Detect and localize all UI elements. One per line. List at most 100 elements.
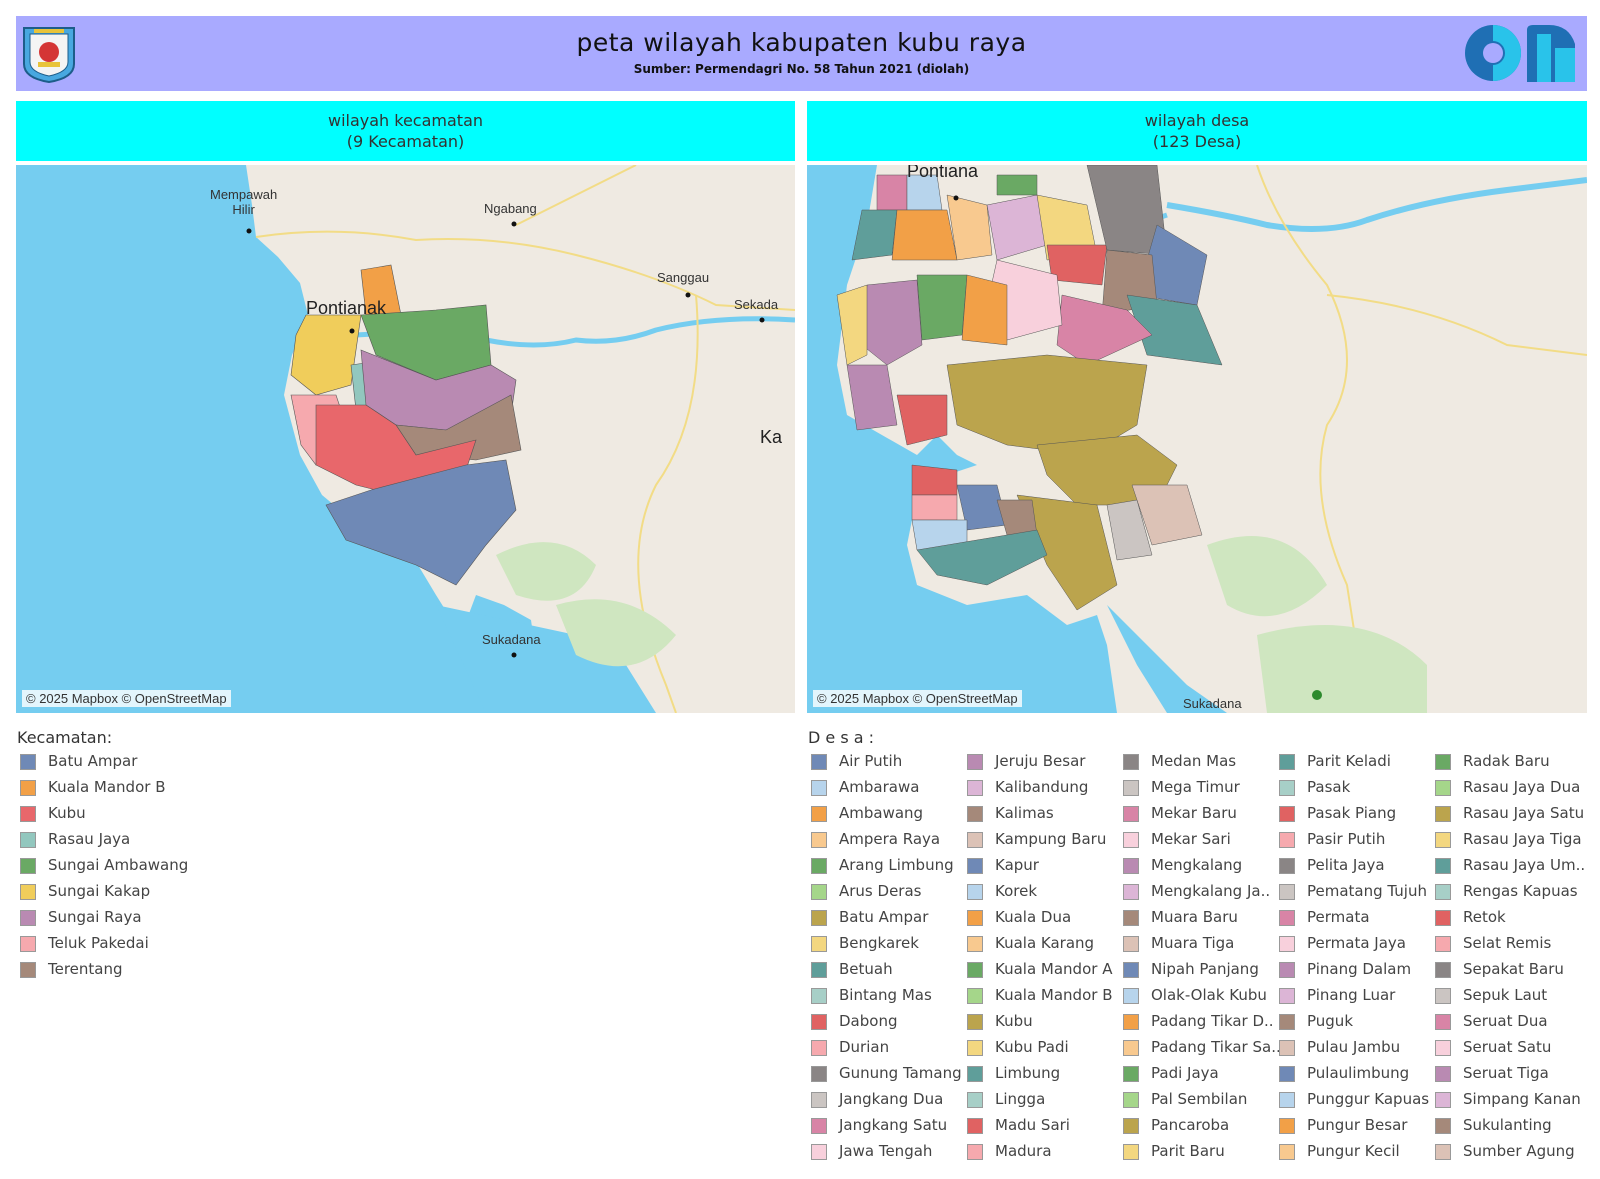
legend-label: Batu Ampar — [48, 752, 138, 770]
legend-label: Punggur Kapuas — [1307, 1090, 1430, 1108]
legend-label: Rasau Jaya Um.. — [1463, 856, 1586, 874]
legend-swatch — [811, 806, 827, 822]
legend-swatch — [1123, 1066, 1139, 1082]
legend-swatch — [20, 832, 36, 848]
village-polygon[interactable] — [876, 174, 908, 211]
legend-label: Kuala Karang — [995, 934, 1095, 952]
village-polygon[interactable] — [896, 394, 948, 446]
legend-swatch — [1435, 1014, 1451, 1030]
legend-label: Betuah — [839, 960, 893, 978]
village-polygon[interactable] — [996, 174, 1038, 196]
place-label-ngabang: Ngabang — [484, 201, 537, 216]
legend-swatch — [967, 1066, 983, 1082]
sea-area-south — [1107, 605, 1227, 713]
village-polygon[interactable] — [961, 274, 1008, 346]
district-batu-ampar[interactable] — [325, 459, 517, 586]
city-marker — [246, 228, 252, 234]
desa-map[interactable]: Pontiana Sukadana © 2025 Mapbox © OpenSt… — [807, 165, 1587, 713]
legend-label: Muara Tiga — [1151, 934, 1235, 952]
village-polygon[interactable] — [911, 464, 958, 496]
village-polygon[interactable] — [1106, 499, 1153, 561]
city-marker — [511, 652, 517, 658]
legend-swatch — [967, 884, 983, 900]
desa-map-canvas — [807, 165, 1587, 713]
kecamatan-legend: Batu Ampar Kuala Mandor B Kubu Rasau Jaya Su… — [20, 749, 320, 989]
legend-swatch — [811, 1118, 827, 1134]
legend-label: Mengkalang Ja.. — [1151, 882, 1271, 900]
legend-swatch — [811, 910, 827, 926]
legend-label: Sepuk Laut — [1463, 986, 1548, 1004]
map-attribution[interactable]: © 2025 Mapbox © OpenStreetMap — [813, 690, 1022, 707]
legend-swatch — [1435, 988, 1451, 1004]
header-banner: peta wilayah kabupaten kubu raya Sumber:… — [16, 16, 1587, 91]
legend-label: Pematang Tujuh — [1307, 882, 1427, 900]
legend-label: Arus Deras — [839, 882, 922, 900]
legend-swatch — [811, 884, 827, 900]
legend-swatch — [1123, 858, 1139, 874]
legend-swatch — [811, 858, 827, 874]
legend-swatch — [1279, 910, 1295, 926]
legend-swatch — [967, 780, 983, 796]
legend-swatch — [1279, 936, 1295, 952]
legend-swatch — [967, 1014, 983, 1030]
village-polygon[interactable] — [846, 364, 898, 431]
legend-label: Pal Sembilan — [1151, 1090, 1248, 1108]
kecamatan-map[interactable]: Mempawah Hilir Ngabang Sanggau Sekada Pon… — [16, 165, 795, 713]
legend-label: Seruat Satu — [1463, 1038, 1552, 1056]
legend-swatch — [811, 1144, 827, 1160]
legend-label: Mega Timur — [1151, 778, 1240, 796]
village-polygon[interactable] — [986, 194, 1048, 261]
village-polygon[interactable] — [1046, 244, 1108, 286]
village-polygon[interactable] — [911, 494, 958, 521]
district-sungai-kakap[interactable] — [290, 314, 362, 396]
village-polygon[interactable] — [916, 529, 1048, 586]
legend-swatch — [20, 858, 36, 874]
legend-swatch — [20, 806, 36, 822]
village-polygon[interactable] — [851, 209, 898, 261]
village-polygon[interactable] — [946, 194, 993, 261]
legend-swatch — [1435, 780, 1451, 796]
village-polygon[interactable] — [891, 209, 958, 261]
legend-label: Parit Keladi — [1307, 752, 1391, 770]
place-label-mempawah: Mempawah Hilir — [210, 187, 278, 217]
legend-swatch — [1123, 754, 1139, 770]
legend-swatch — [1435, 1066, 1451, 1082]
legend-swatch — [967, 936, 983, 952]
village-polygon[interactable] — [861, 279, 923, 366]
kubu-raya-emblem-icon — [23, 27, 75, 84]
forest-area — [496, 542, 596, 601]
legend-swatch — [967, 832, 983, 848]
legend-label: Jeruju Besar — [995, 752, 1086, 770]
legend-label: Teluk Pakedai — [48, 934, 149, 952]
legend-label: Rasau Jaya Tiga — [1463, 830, 1582, 848]
desa-panel-count: (123 Desa) — [1152, 132, 1242, 151]
sea-area — [807, 165, 1117, 713]
legend-label: Ambarawa — [839, 778, 920, 796]
road — [255, 230, 795, 311]
village-polygon[interactable] — [916, 274, 968, 341]
legend-label: Muara Baru — [1151, 908, 1238, 926]
legend-swatch — [1279, 1118, 1295, 1134]
legend-label: Ampera Raya — [839, 830, 941, 848]
forest-area — [556, 599, 676, 667]
sea-area-south — [436, 605, 656, 713]
legend-swatch — [1123, 936, 1139, 952]
village-polygon[interactable] — [1056, 294, 1153, 366]
village-polygon[interactable] — [996, 499, 1038, 536]
legend-label: Pasir Putih — [1307, 830, 1386, 848]
legend-swatch — [1279, 1014, 1295, 1030]
village-polygon[interactable] — [836, 284, 868, 366]
map-attribution[interactable]: © 2025 Mapbox © OpenStreetMap — [22, 690, 231, 707]
legend-label: Sungai Raya — [48, 908, 142, 926]
legend-label: Kuala Mandor B — [48, 778, 166, 796]
legend-swatch — [1435, 1118, 1451, 1134]
legend-label: Madura — [995, 1142, 1052, 1160]
legend-label: Rasau Jaya Dua — [1463, 778, 1581, 796]
brand-logo-icon — [1465, 25, 1575, 82]
legend-swatch — [967, 1118, 983, 1134]
village-polygon[interactable] — [1131, 484, 1203, 546]
legend-label: Arang Limbung — [839, 856, 954, 874]
place-label-pontianak: Pontianak — [306, 298, 387, 318]
legend-label: Puguk — [1307, 1012, 1354, 1030]
legend-label: Durian — [839, 1038, 890, 1056]
